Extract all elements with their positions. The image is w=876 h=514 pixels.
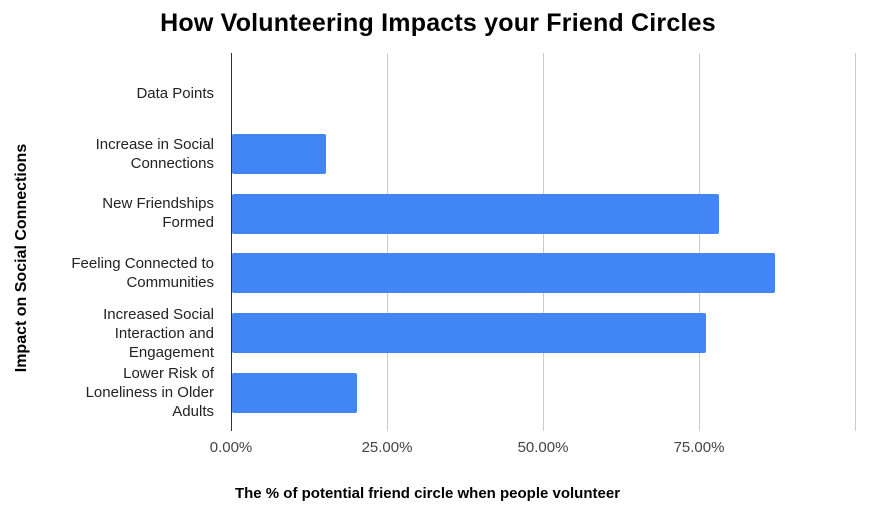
x-tick-label: 0.00% [209,439,253,456]
bar [232,133,326,174]
bar [232,372,357,413]
category-axis-labels: Data Points Increase in Social Connection… [69,64,219,423]
plot-area [231,53,856,431]
value-axis-baseline [231,53,232,431]
category-label: Increased Social Interaction and Engagem… [103,305,214,361]
gridline [699,53,700,431]
x-axis-title: The % of potential friend circle when pe… [234,485,621,502]
bar [232,193,719,234]
bar [232,253,775,294]
category-label: Lower Risk of Loneliness in Older Adults [85,365,214,421]
category-label: Data Points [136,85,214,103]
gridline [543,53,544,431]
category-label: New Friendships Formed [102,195,214,232]
gridline [855,53,856,431]
category-label: Feeling Connected to Communities [71,255,214,292]
y-axis-title: Impact on Social Connections [13,143,30,373]
gridline [387,53,388,431]
category-label: Increase in Social Connections [95,135,214,172]
x-tick-label: 75.00% [673,439,725,456]
x-tick-label: 25.00% [361,439,413,456]
bar [232,313,706,354]
chart-title: How Volunteering Impacts your Friend Cir… [160,9,716,37]
x-tick-label: 50.00% [517,439,569,456]
